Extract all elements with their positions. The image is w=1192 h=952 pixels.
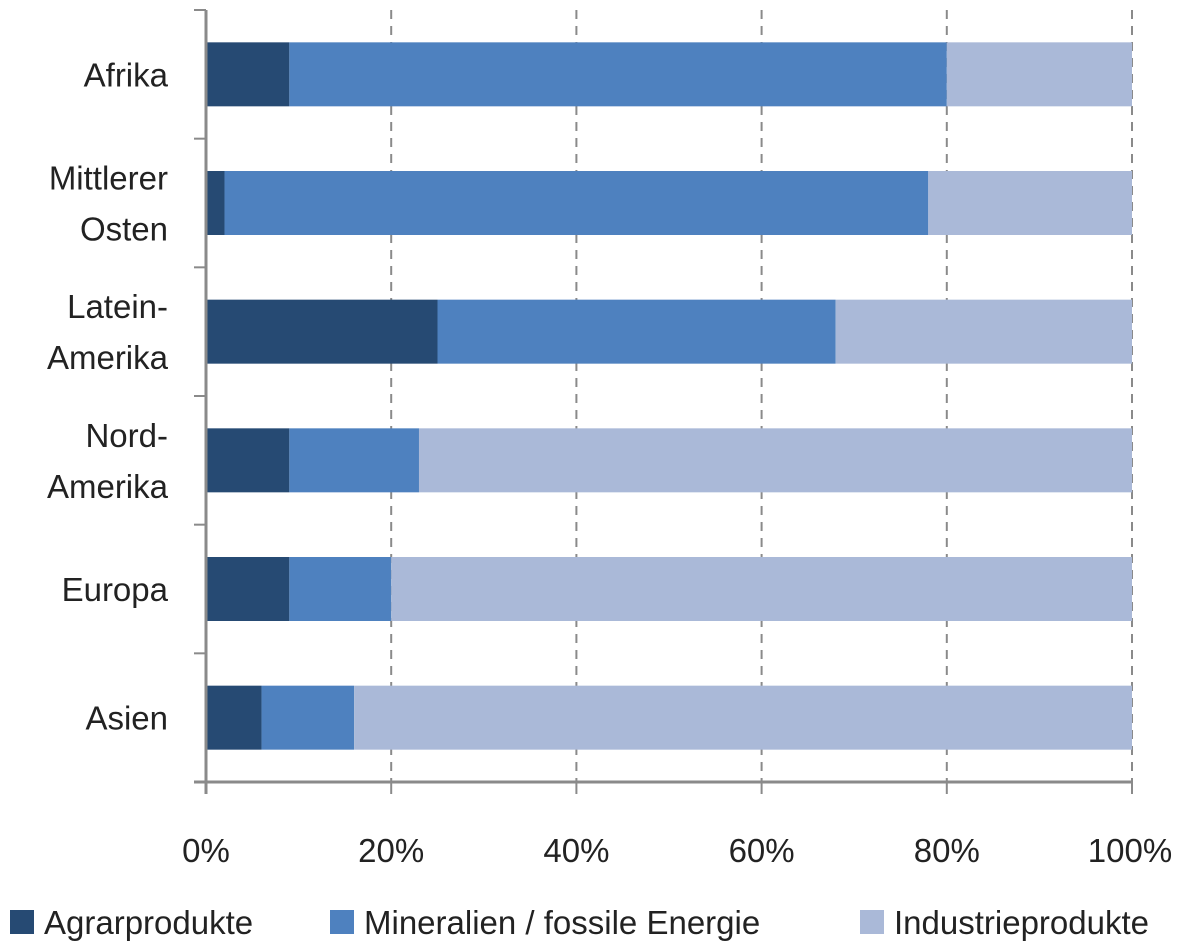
- bar-segment: [835, 299, 1132, 364]
- bars: [206, 42, 1133, 750]
- category-label: Afrika: [84, 56, 169, 93]
- category-label: Asien: [85, 700, 168, 737]
- bar-segment: [289, 42, 947, 107]
- legend-label: Agrarprodukte: [44, 904, 253, 941]
- legend-swatch: [10, 910, 34, 934]
- category-label: Europa: [62, 571, 169, 608]
- x-tick-label: 40%: [543, 832, 609, 869]
- x-tick-label: 80%: [914, 832, 980, 869]
- legend-label: Mineralien / fossile Energie: [364, 904, 760, 941]
- gridlines: [390, 10, 1133, 782]
- category-label: Latein-Amerika: [47, 288, 169, 376]
- x-tick-label: 20%: [358, 832, 424, 869]
- category-labels: Afrika Mittlerer Osten Latein-Amerika Nord-A…: [47, 56, 169, 736]
- bar-segment: [261, 685, 355, 750]
- bar-segment: [354, 685, 1132, 750]
- bar-segment: [418, 428, 1133, 493]
- bar-segment: [224, 171, 929, 235]
- x-tick-label: 60%: [729, 832, 795, 869]
- bar-segment: [437, 299, 836, 364]
- bar-segment: [206, 299, 438, 364]
- bar-segment: [206, 685, 262, 750]
- bar-segment: [206, 171, 225, 235]
- legend-swatch: [860, 910, 884, 934]
- bar-segment: [289, 428, 419, 493]
- category-label: Mittlerer Osten: [49, 160, 168, 248]
- bar-segment: [928, 171, 1132, 235]
- bar-segment: [289, 557, 392, 621]
- bar-segment: [206, 42, 290, 107]
- x-tick-label: 0%: [182, 832, 230, 869]
- axes: [194, 9, 1133, 794]
- legend-swatch: [330, 910, 354, 934]
- legend: Agrarprodukte Mineralien / fossile Energi…: [10, 904, 1149, 941]
- category-label: Nord-Amerika: [47, 417, 169, 505]
- bar-segment: [391, 557, 1132, 621]
- bar-segment: [206, 557, 290, 621]
- x-tick-label: 100%: [1088, 832, 1172, 869]
- x-tick-labels: 0% 20% 40% 60% 80% 100%: [182, 832, 1172, 869]
- bar-segment: [946, 42, 1132, 107]
- legend-label: Industrieprodukte: [894, 904, 1149, 941]
- bar-segment: [206, 428, 290, 493]
